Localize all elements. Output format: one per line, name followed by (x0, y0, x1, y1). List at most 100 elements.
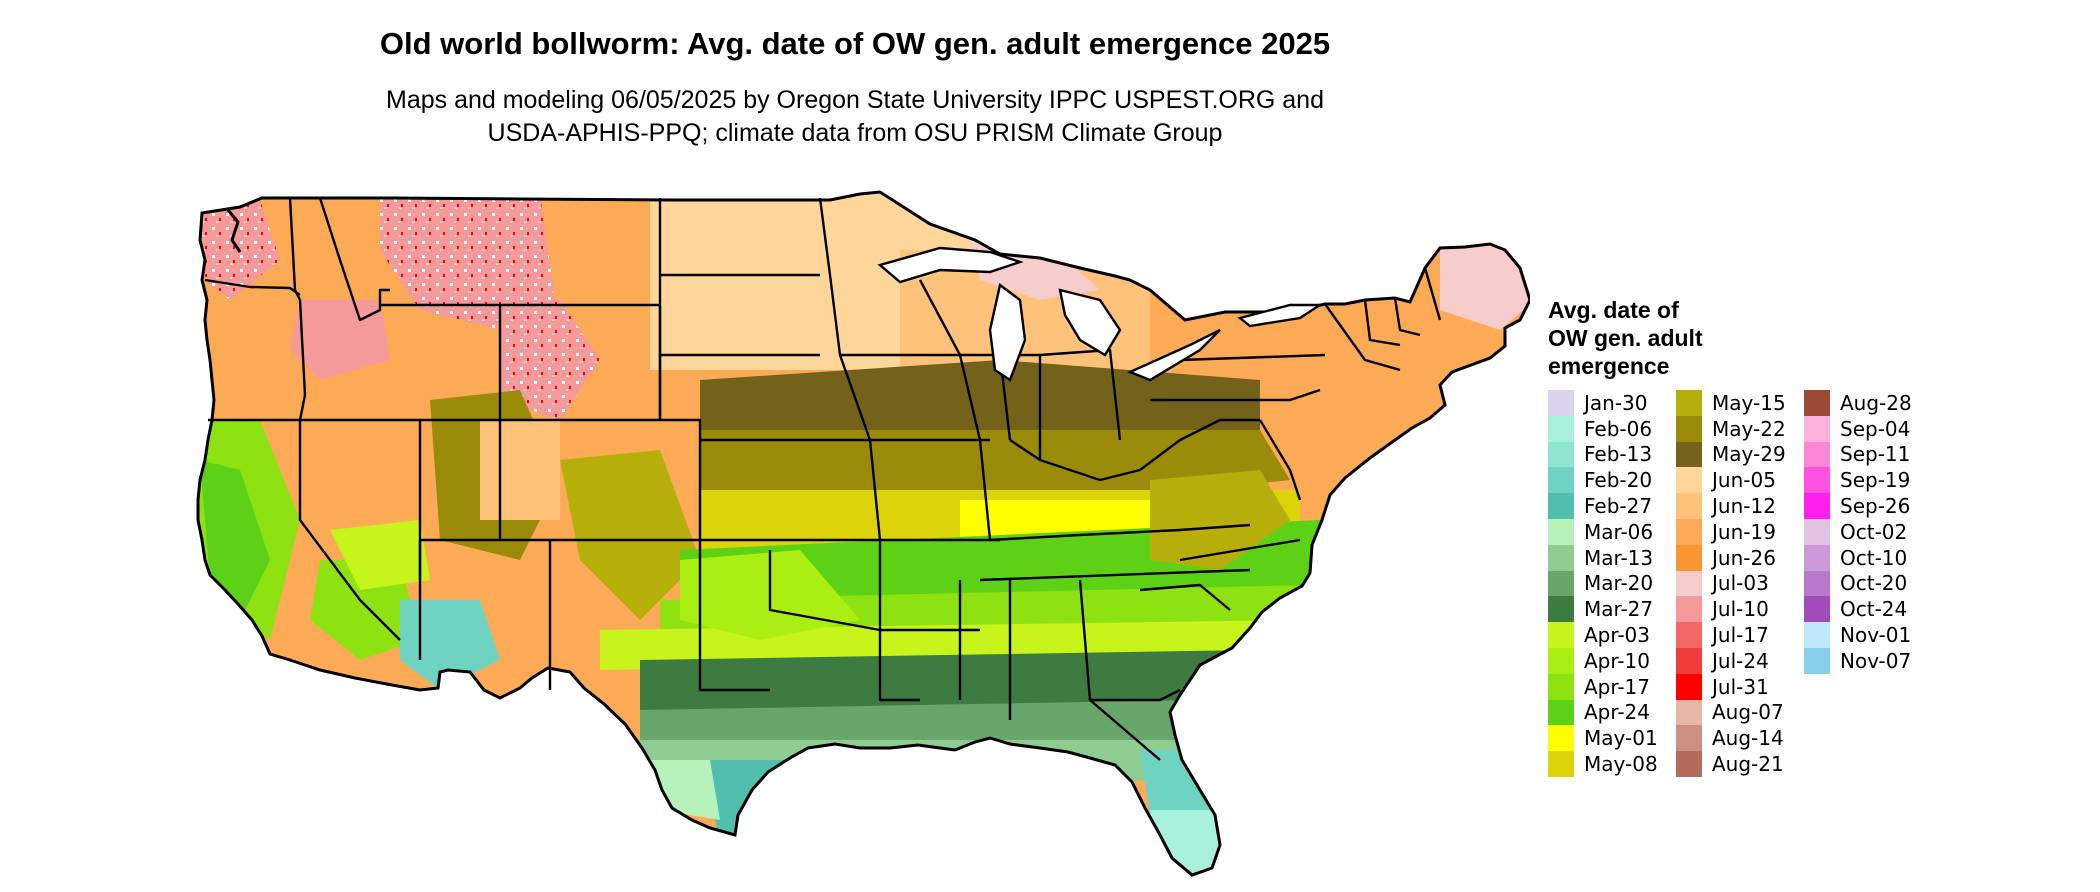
legend-item: Nov-07 (1804, 647, 1932, 674)
legend-swatch (1548, 493, 1574, 519)
legend-item: May-15 (1676, 390, 1804, 416)
legend-swatch (1676, 673, 1702, 700)
color-zones (198, 192, 1530, 875)
legend-label: Sep-04 (1840, 416, 1911, 441)
legend-item: Mar-13 (1548, 544, 1676, 571)
legend-column: May-15 May-22 May-29 Jun-05 Jun-12 Jun-19 Jun-… (1676, 390, 1804, 777)
legend-title: Avg. date of OW gen. adult emergence (1548, 296, 1778, 380)
legend-item: Aug-07 (1676, 699, 1804, 726)
legend-label: Jul-03 (1712, 571, 1769, 596)
legend-label: Feb-27 (1584, 494, 1653, 519)
legend-label: Sep-19 (1840, 468, 1911, 493)
legend-item: Jun-12 (1676, 493, 1804, 519)
legend-item: Feb-27 (1548, 493, 1676, 519)
legend-label: Oct-02 (1840, 519, 1908, 544)
legend-label: Jun-26 (1712, 545, 1776, 570)
legend-swatch (1548, 622, 1574, 648)
legend-label: Feb-06 (1584, 416, 1653, 441)
legend-item: Jun-19 (1676, 518, 1804, 545)
legend-label: Jun-12 (1712, 494, 1776, 519)
legend-label: Mar-13 (1584, 545, 1654, 570)
legend-swatch (1548, 725, 1574, 752)
lake-ontario (1237, 303, 1325, 328)
legend-label: May-08 (1584, 752, 1658, 777)
legend-item: Oct-24 (1804, 596, 1932, 623)
legend-label: Feb-20 (1584, 468, 1653, 493)
legend-item: Jul-24 (1676, 647, 1804, 674)
legend-swatch (1676, 622, 1702, 648)
legend-column: Aug-28 Sep-04 Sep-11 Sep-19 Sep-26 Oct-02 Oct-… (1804, 390, 1932, 777)
legend-columns: Jan-30 Feb-06 Feb-13 Feb-20 Feb-27 Mar-06 Mar-… (1548, 390, 1932, 777)
legend-swatch (1548, 390, 1574, 416)
legend-title-line: Avg. date of (1548, 297, 1679, 323)
legend-label: Oct-20 (1840, 571, 1908, 596)
lake-huron (1058, 288, 1122, 357)
legend-label: Feb-13 (1584, 442, 1653, 467)
legend-swatch (1676, 647, 1702, 674)
legend-label: May-01 (1584, 726, 1658, 751)
conus-emergence-map (196, 190, 1530, 877)
legend-item: Sep-04 (1804, 415, 1932, 442)
legend-label: Apr-03 (1584, 623, 1650, 648)
legend-item: Oct-10 (1804, 544, 1932, 571)
legend-label: Jun-19 (1712, 519, 1776, 544)
state-boundaries (204, 197, 1442, 761)
legend-label: Aug-07 (1712, 700, 1784, 725)
legend-swatch (1804, 518, 1830, 545)
map-subtitle: Maps and modeling 06/05/2025 by Oregon S… (0, 84, 1710, 150)
legend-item: Nov-01 (1804, 622, 1932, 648)
legend-title-line: OW gen. adult (1548, 325, 1703, 351)
legend-item: Aug-14 (1676, 725, 1804, 752)
legend-label: May-29 (1712, 442, 1786, 467)
legend-label: Jan-30 (1584, 390, 1648, 415)
legend-item: Sep-19 (1804, 467, 1932, 494)
legend-label: Sep-26 (1840, 494, 1911, 519)
legend-label: Apr-10 (1584, 648, 1650, 673)
legend-swatch (1548, 544, 1574, 571)
legend-label: May-15 (1712, 390, 1786, 415)
legend-item: Jul-03 (1676, 570, 1804, 597)
legend-swatch (1548, 751, 1574, 777)
legend-item: Oct-20 (1804, 570, 1932, 597)
legend-swatch (1548, 596, 1574, 623)
legend-swatch (1676, 570, 1702, 597)
legend-label: Mar-20 (1584, 571, 1654, 596)
legend-item: Apr-10 (1548, 647, 1676, 674)
legend-item: Jun-05 (1676, 467, 1804, 494)
legend-label: Oct-24 (1840, 597, 1908, 622)
subtitle-line-2: USDA-APHIS-PPQ; climate data from OSU PR… (487, 119, 1223, 147)
legend-swatch (1804, 467, 1830, 494)
legend-label: Jul-17 (1712, 623, 1769, 648)
legend-label: Aug-14 (1712, 726, 1784, 751)
legend-item: Feb-20 (1548, 467, 1676, 494)
subtitle-line-1: Maps and modeling 06/05/2025 by Oregon S… (386, 86, 1324, 114)
legend-item: Apr-24 (1548, 699, 1676, 726)
legend-swatch (1804, 596, 1830, 623)
legend-item: Mar-20 (1548, 570, 1676, 597)
legend-label: Jun-05 (1712, 468, 1776, 493)
legend-item: Sep-26 (1804, 493, 1932, 519)
legend-swatch (1676, 441, 1702, 468)
legend-swatch (1548, 415, 1574, 442)
legend-swatch (1676, 544, 1702, 571)
legend-swatch (1548, 699, 1574, 726)
legend-swatch (1676, 415, 1702, 442)
puget-sound (226, 209, 242, 253)
legend-column: Jan-30 Feb-06 Feb-13 Feb-20 Feb-27 Mar-06 Mar-… (1548, 390, 1676, 777)
map-legend: Avg. date of OW gen. adult emergence Jan… (1548, 296, 1932, 777)
legend-label: Jul-24 (1712, 648, 1769, 673)
legend-swatch (1804, 415, 1830, 442)
legend-swatch (1804, 390, 1830, 416)
legend-swatch (1676, 493, 1702, 519)
legend-swatch (1548, 467, 1574, 494)
legend-item: Jul-31 (1676, 673, 1804, 700)
legend-item: May-29 (1676, 441, 1804, 468)
legend-item: Jan-30 (1548, 390, 1676, 416)
legend-swatch (1548, 441, 1574, 468)
legend-item: May-01 (1548, 725, 1676, 752)
legend-label: Mar-27 (1584, 597, 1654, 622)
legend-swatch (1548, 673, 1574, 700)
legend-label: Nov-07 (1840, 648, 1912, 673)
legend-label: Sep-11 (1840, 442, 1911, 467)
legend-label: Apr-24 (1584, 700, 1650, 725)
